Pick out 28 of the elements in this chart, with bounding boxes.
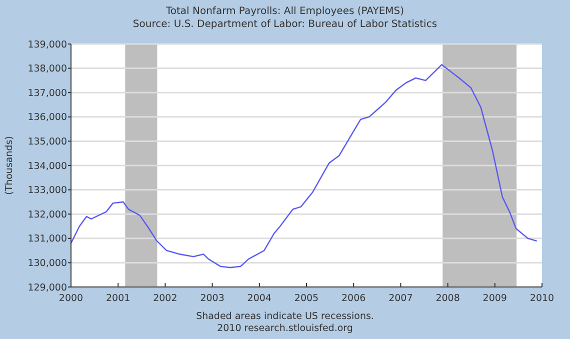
x-tick-label: 2000 [58, 293, 84, 304]
chart-subtitle: Source: U.S. Department of Labor: Bureau of Labor Statistics [132, 19, 438, 30]
x-tick-label: 2008 [436, 293, 460, 304]
text: Shaded areas indicate US recessions. [196, 311, 374, 322]
x-tick-label: 2004 [247, 293, 272, 304]
y-tick-label: 139,000 [28, 39, 67, 50]
y-axis-title: (Thousands) [4, 136, 15, 195]
y-tick-label: 133,000 [28, 185, 67, 196]
x-tick-label: 2001 [106, 293, 130, 304]
line-series [70, 64, 537, 268]
y-tick-label: 136,000 [28, 112, 67, 124]
x-tick-label: 2010 [530, 293, 554, 304]
y-tick-label: 138,000 [28, 64, 67, 75]
x-tick-label: 2003 [200, 293, 224, 304]
y-tick-label: 130,000 [28, 258, 67, 270]
chart-title: Total Nonfarm Payrolls: All Employees (PAYEMS) [164, 6, 404, 17]
y-tick-label: 134,000 [28, 160, 67, 172]
x-tick-label: 2007 [388, 293, 413, 304]
x-tick-label: 2006 [342, 293, 366, 304]
y-tick-label: 137,000 [28, 88, 67, 99]
y-tick-label: 129,000 [28, 282, 67, 294]
y-tick-label: 135,000 [28, 136, 67, 148]
x-tick-label: 2009 [482, 293, 507, 304]
y-tick-label: 132,000 [28, 209, 67, 220]
x-tick-label: 2005 [294, 293, 319, 304]
y-tick-label: 131,000 [28, 234, 67, 245]
text: 2010 research.stlouisfed.org [217, 323, 353, 334]
x-tick-label: 2002 [153, 293, 178, 304]
